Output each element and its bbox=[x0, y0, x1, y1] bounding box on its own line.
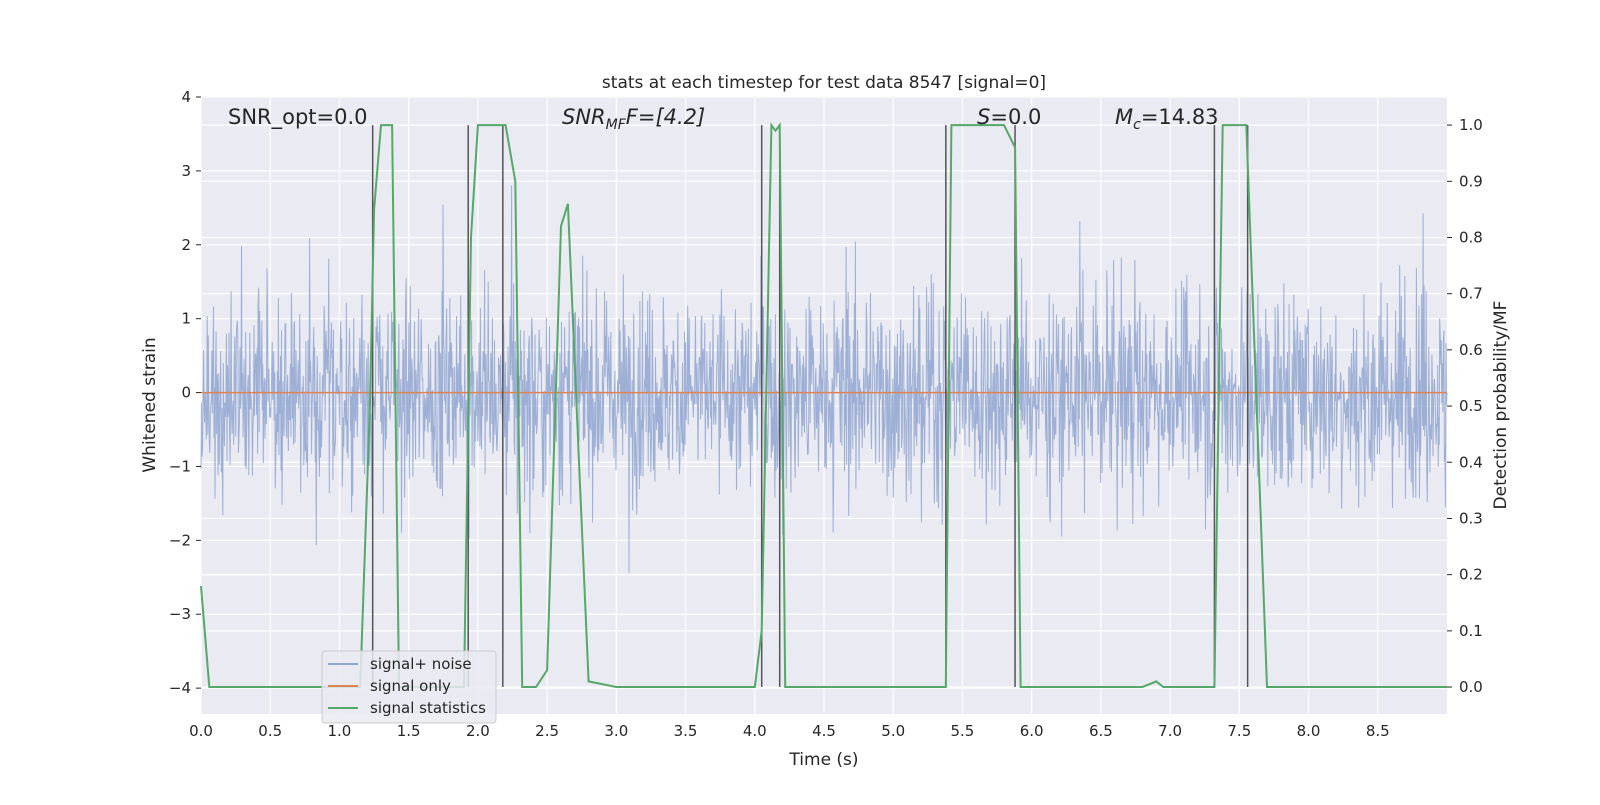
y2-tick-label: 0.6 bbox=[1459, 341, 1483, 359]
legend-box bbox=[321, 650, 497, 724]
x-tick-label: 3.0 bbox=[604, 722, 628, 740]
x-tick-label: 5.0 bbox=[881, 722, 905, 740]
annotation-snr-opt: SNR_opt=0.0 bbox=[228, 105, 368, 130]
y2-tick-label: 0.9 bbox=[1459, 172, 1483, 190]
signal-statistics-series bbox=[200, 122, 1447, 688]
y-tick-label: −4 bbox=[169, 679, 191, 697]
x-axis-label: Time (s) bbox=[788, 750, 858, 770]
x-tick-label: 4.5 bbox=[812, 722, 836, 740]
legend: signal+ noise signal only signal statist… bbox=[321, 650, 497, 724]
chart-title: stats at each timestep for test data 854… bbox=[602, 73, 1046, 93]
y-tick-label: 1 bbox=[181, 310, 191, 328]
x-tick-label: 7.5 bbox=[1227, 722, 1251, 740]
mc-rest: =14.83 bbox=[1141, 105, 1219, 129]
annotation-mc: Mc=14.83 bbox=[1115, 105, 1219, 133]
s-main: S bbox=[977, 105, 990, 129]
y2-axis-label: Detection probability/MF bbox=[1491, 301, 1511, 510]
legend-label-noise: signal+ noise bbox=[370, 655, 472, 673]
x-tick-label: 1.0 bbox=[328, 722, 352, 740]
annotation-snr-mf: SNRMFF=[4.2] bbox=[562, 105, 705, 133]
x-tick-label: 0.5 bbox=[258, 722, 282, 740]
y2-tick-label: 0.1 bbox=[1459, 622, 1483, 640]
y2-tick-label: 0.2 bbox=[1459, 566, 1483, 584]
signal-statistics-line bbox=[200, 122, 1447, 688]
y-axis-label: Whitened strain bbox=[140, 337, 160, 472]
y2-tick-label: 0.3 bbox=[1459, 509, 1483, 527]
snr-mf-main: SNR bbox=[562, 105, 606, 129]
y2-tick-label: 1.0 bbox=[1459, 116, 1483, 134]
x-tick-label: 7.0 bbox=[1158, 722, 1182, 740]
x-tick-label: 3.5 bbox=[674, 722, 698, 740]
x-tick-label: 4.0 bbox=[743, 722, 767, 740]
y-tick-label: 0 bbox=[181, 384, 191, 402]
y-tick-label: 3 bbox=[181, 162, 191, 180]
tick-labels: 0.0 0.5 1.0 1.5 2.0 2.5 3.0 3.5 4.0 4.5 5.0 5.5 6.0 6… bbox=[169, 88, 1483, 740]
y-tick-label: −1 bbox=[169, 457, 191, 475]
snr-mf-rest: F=[4.2] bbox=[626, 105, 705, 129]
y-tick-label: −2 bbox=[169, 531, 191, 549]
y2-tick-label: 0.0 bbox=[1459, 678, 1483, 696]
x-tick-label: 0.0 bbox=[189, 722, 213, 740]
signal-noise-line bbox=[200, 185, 1448, 573]
y-tick-label: 4 bbox=[181, 88, 191, 106]
x-tick-label: 2.0 bbox=[466, 722, 490, 740]
mc-main: M bbox=[1115, 105, 1133, 129]
s-rest: =0.0 bbox=[990, 105, 1041, 129]
y2-tick-label: 0.5 bbox=[1459, 397, 1483, 415]
snr-mf-sub: MF bbox=[606, 117, 627, 133]
x-tick-label: 8.5 bbox=[1366, 722, 1390, 740]
annotation-s: S=0.0 bbox=[977, 105, 1041, 129]
legend-label-statistics: signal statistics bbox=[370, 699, 486, 717]
y2-tick-label: 0.4 bbox=[1459, 453, 1483, 471]
x-tick-label: 6.0 bbox=[1020, 722, 1044, 740]
y2-tick-label: 0.7 bbox=[1459, 285, 1483, 303]
x-tick-label: 8.0 bbox=[1297, 722, 1321, 740]
x-tick-label: 6.5 bbox=[1089, 722, 1113, 740]
y-tick-label: −3 bbox=[169, 605, 191, 623]
y-tick-label: 2 bbox=[181, 236, 191, 254]
mc-sub: c bbox=[1133, 117, 1141, 133]
x-tick-label: 1.5 bbox=[397, 722, 421, 740]
signal-noise-series bbox=[200, 185, 1448, 573]
x-tick-label: 5.5 bbox=[951, 722, 975, 740]
y2-tick-label: 0.8 bbox=[1459, 228, 1483, 246]
legend-label-signal: signal only bbox=[370, 677, 451, 695]
x-tick-label: 2.5 bbox=[535, 722, 559, 740]
